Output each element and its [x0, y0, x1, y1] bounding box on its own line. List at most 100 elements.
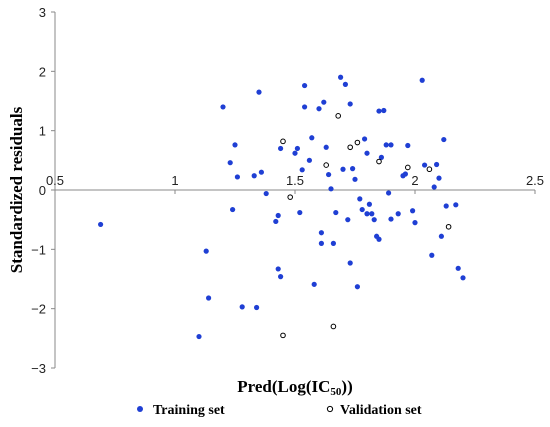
validation-point	[405, 164, 411, 171]
validation-point	[323, 162, 330, 168]
training-point	[258, 169, 264, 175]
x-tick-label: 1.5	[286, 173, 304, 188]
y-tick-label: 2	[39, 64, 46, 79]
validation-point	[376, 158, 382, 165]
y-tick-label: −2	[31, 302, 46, 317]
training-point	[376, 108, 382, 114]
training-point	[311, 281, 317, 287]
training-point	[273, 218, 279, 225]
training-point	[386, 190, 392, 196]
legend-label-training: Training set	[153, 403, 225, 418]
training-point	[306, 157, 312, 163]
validation-point	[347, 144, 354, 151]
y-tick-label: −1	[31, 242, 46, 257]
validation-point	[287, 194, 294, 200]
training-point	[328, 186, 334, 192]
training-point	[278, 274, 284, 280]
training-point	[254, 304, 260, 311]
training-point	[352, 176, 358, 182]
training-point	[342, 81, 348, 87]
y-tick-label: 3	[39, 5, 46, 20]
training-point	[364, 211, 370, 217]
x-tick-label: 0.5	[46, 173, 64, 188]
x-axis-title-subscript: 50	[330, 386, 342, 398]
training-point	[376, 236, 382, 242]
training-point	[378, 154, 384, 160]
training-point	[347, 260, 353, 266]
training-point	[381, 107, 387, 114]
training-point	[98, 221, 104, 228]
training-point	[362, 136, 368, 142]
training-point	[441, 136, 447, 143]
legend-label-validation: Validation set	[340, 403, 422, 418]
training-point	[275, 266, 281, 272]
training-marker-icon	[137, 406, 143, 412]
training-point	[275, 212, 281, 219]
training-point	[232, 142, 238, 148]
training-point	[431, 184, 437, 190]
x-tick-labels: 0.5 1 1.5 2 2.5	[46, 173, 544, 194]
validation-point	[280, 138, 286, 145]
validation-point	[426, 166, 433, 173]
y-tick-label: −3	[31, 361, 46, 376]
training-point	[297, 209, 303, 216]
training-point	[443, 203, 449, 209]
training-point	[321, 99, 327, 105]
training-point	[292, 150, 298, 156]
validation-point	[335, 113, 342, 119]
training-point	[256, 89, 262, 95]
training-point	[338, 74, 344, 80]
training-point	[395, 211, 401, 217]
training-point	[422, 162, 428, 168]
validation-point	[330, 323, 337, 330]
x-axis-title-close: ))	[341, 377, 352, 396]
legend-item-validation: Validation set	[326, 403, 422, 418]
training-point	[434, 161, 440, 168]
training-point	[405, 142, 411, 149]
plot-area: 0.5 1 1.5 2 2.5 3 2 1 0 −1 −2 −3	[31, 5, 544, 376]
y-tick-labels: 3 2 1 0 −1 −2 −3	[31, 5, 55, 376]
training-point	[388, 142, 394, 148]
training-point	[330, 240, 336, 246]
training-point	[294, 145, 300, 152]
legend: Training set Validation set	[137, 403, 422, 418]
training-point	[203, 248, 209, 254]
x-axis-title-main: Pred(Log(IC	[237, 377, 330, 396]
training-point	[455, 265, 461, 271]
training-point	[316, 106, 322, 112]
training-point	[347, 101, 353, 107]
training-point	[371, 217, 377, 223]
validation-point	[280, 332, 286, 339]
training-point	[318, 230, 324, 236]
training-point	[364, 150, 370, 156]
training-point	[357, 196, 363, 202]
training-point	[369, 211, 375, 217]
training-point	[453, 202, 459, 208]
training-point	[230, 206, 236, 213]
training-point	[323, 144, 329, 150]
training-point	[412, 220, 418, 226]
legend-item-training: Training set	[137, 403, 225, 418]
training-point	[239, 304, 245, 310]
training-point	[366, 201, 372, 207]
training-point	[388, 216, 394, 222]
training-point	[227, 160, 233, 166]
training-point	[460, 275, 466, 281]
training-point	[196, 333, 202, 340]
training-point	[359, 206, 365, 213]
training-point	[318, 240, 324, 246]
y-tick-label: 1	[39, 124, 46, 139]
training-point	[333, 209, 339, 216]
training-point	[340, 166, 346, 172]
training-point	[299, 167, 305, 173]
training-point	[251, 173, 257, 179]
x-tick-label: 2.5	[526, 173, 544, 188]
y-axis-title: Standardized residuals	[7, 106, 26, 273]
training-point	[302, 104, 308, 110]
training-point	[419, 77, 425, 83]
training-point	[278, 145, 284, 152]
x-tick-label: 1	[171, 173, 178, 188]
training-point	[234, 174, 240, 180]
training-point	[438, 233, 444, 239]
